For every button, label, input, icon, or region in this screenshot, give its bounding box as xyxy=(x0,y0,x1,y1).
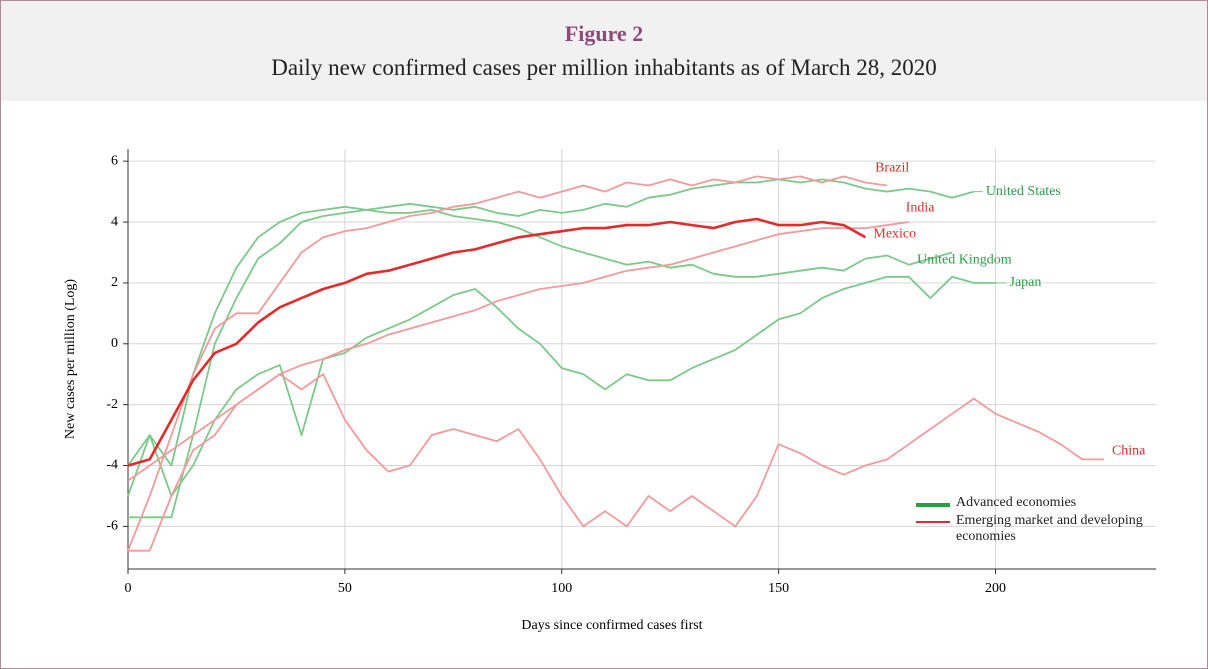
legend-entry: Emerging market and developing economies xyxy=(916,513,1156,545)
series-label: India xyxy=(906,200,936,215)
legend-swatch xyxy=(916,503,950,507)
chart-title: Daily new confirmed cases per million in… xyxy=(271,55,937,80)
x-tick-label: 0 xyxy=(125,581,132,596)
figure-label: Figure 2 xyxy=(564,21,644,46)
x-tick-label: 200 xyxy=(985,581,1006,596)
series-line xyxy=(127,178,975,497)
y-tick-label: -6 xyxy=(106,519,118,534)
y-tick-label: 0 xyxy=(111,336,118,351)
y-tick-label: 6 xyxy=(111,153,118,168)
x-tick-label: 50 xyxy=(338,581,352,596)
series-line xyxy=(127,175,888,552)
series-line xyxy=(127,221,909,482)
series-label: Japan xyxy=(1010,275,1042,290)
x-axis-label: Days since confirmed cases first xyxy=(521,618,702,633)
y-tick-label: -2 xyxy=(106,397,118,412)
series-line xyxy=(127,275,996,497)
series-label: Brazil xyxy=(875,161,909,176)
series-label: Mexico xyxy=(873,226,916,241)
y-axis-label: New cases per million (Log) xyxy=(63,279,78,440)
series-label: China xyxy=(1112,444,1146,459)
header: Figure 2 Daily new confirmed cases per m… xyxy=(1,1,1207,101)
series-label: United Kingdom xyxy=(917,253,1012,268)
legend-entry: Advanced economies xyxy=(916,495,1156,511)
legend-swatch xyxy=(916,521,950,523)
x-tick-label: 150 xyxy=(768,581,789,596)
x-tick-label: 100 xyxy=(551,581,572,596)
series-line xyxy=(127,217,867,467)
series-line xyxy=(128,209,953,519)
legend-label: Emerging market and developing economies xyxy=(956,513,1143,544)
y-tick-label: 4 xyxy=(111,214,118,229)
y-tick-label: 2 xyxy=(111,275,118,290)
legend-label: Advanced economies xyxy=(956,495,1077,510)
series-label: United States xyxy=(986,184,1061,199)
y-tick-label: -4 xyxy=(106,458,118,473)
legend: Advanced economies Emerging market and de… xyxy=(916,495,1156,547)
series-line xyxy=(128,373,1104,552)
